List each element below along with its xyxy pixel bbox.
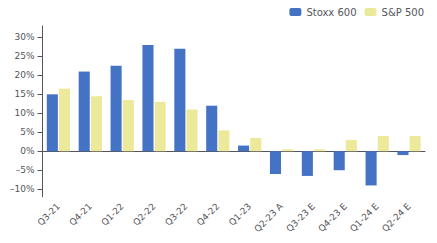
svg-text:Q1-23: Q1-23 xyxy=(227,201,253,227)
svg-text:0%: 0% xyxy=(20,146,35,156)
svg-text:–5%: –5% xyxy=(16,165,35,175)
svg-text:S&P 500: S&P 500 xyxy=(382,7,424,18)
svg-text:Q2-23 A: Q2-23 A xyxy=(252,201,285,234)
svg-text:–10%: –10% xyxy=(10,184,35,194)
svg-text:20%: 20% xyxy=(14,70,34,80)
svg-text:Q4-22: Q4-22 xyxy=(195,201,221,227)
svg-text:Q4-21: Q4-21 xyxy=(67,201,93,227)
svg-text:Q2-24 E: Q2-24 E xyxy=(380,201,413,234)
svg-text:Q3-21: Q3-21 xyxy=(35,201,61,227)
svg-text:25%: 25% xyxy=(14,51,34,61)
svg-text:5%: 5% xyxy=(20,127,35,137)
svg-text:15%: 15% xyxy=(14,89,34,99)
svg-text:Q1-22: Q1-22 xyxy=(99,201,125,227)
svg-text:Stoxx 600: Stoxx 600 xyxy=(306,7,356,18)
svg-text:Q4-23 E: Q4-23 E xyxy=(316,201,349,234)
svg-text:Q3-23 E: Q3-23 E xyxy=(284,201,317,234)
svg-text:10%: 10% xyxy=(14,108,34,118)
svg-text:Q3-22: Q3-22 xyxy=(163,201,189,227)
svg-text:Q1-24 E: Q1-24 E xyxy=(348,201,381,234)
svg-text:30%: 30% xyxy=(14,32,34,42)
svg-text:Q2-22: Q2-22 xyxy=(131,201,157,227)
